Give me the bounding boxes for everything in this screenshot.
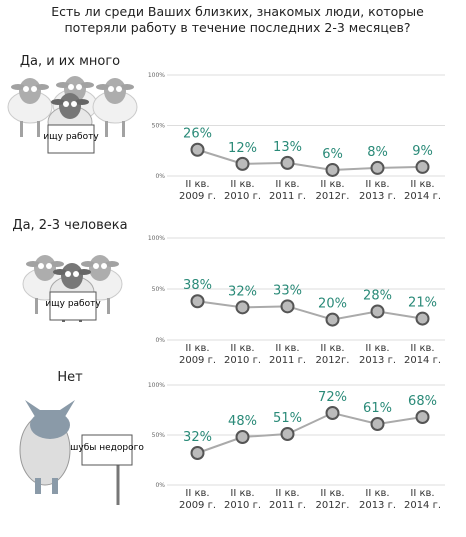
point xyxy=(325,312,340,327)
sign-text: шубы недорого xyxy=(70,443,144,453)
value-label: 72% xyxy=(318,390,347,405)
point xyxy=(370,160,385,175)
x-tick-label: II кв. 2011 г. xyxy=(268,179,307,202)
point xyxy=(415,159,430,174)
point xyxy=(235,430,250,444)
point xyxy=(325,406,340,420)
point xyxy=(370,304,385,319)
series-line xyxy=(197,148,423,171)
series-line xyxy=(197,411,423,454)
point xyxy=(190,142,205,157)
value-label: 6% xyxy=(322,147,343,162)
x-tick-label: II кв. 2010 г. xyxy=(223,343,262,366)
x-tick-label: II кв. 2009 г. xyxy=(178,179,217,202)
x-tick-label: II кв. 2014 г. xyxy=(403,343,442,366)
y-tick-label: 0% xyxy=(155,482,165,489)
value-label: 38% xyxy=(183,278,212,293)
point xyxy=(235,300,250,315)
y-tick-label: 0% xyxy=(155,337,165,344)
point xyxy=(235,156,250,171)
x-tick-label: II кв. 2013 г. xyxy=(358,179,397,202)
y-tick-label: 50% xyxy=(152,432,166,439)
value-label: 8% xyxy=(367,145,388,160)
value-label: 32% xyxy=(183,430,212,445)
y-tick-label: 50% xyxy=(152,123,166,130)
x-tick-label: II кв. 2013 г. xyxy=(358,343,397,366)
x-tick-label: II кв. 2012г. xyxy=(315,343,350,366)
y-tick-label: 100% xyxy=(148,235,165,242)
point xyxy=(415,410,430,424)
value-label: 68% xyxy=(408,394,437,409)
x-tick-label: II кв. 2010 г. xyxy=(223,488,262,511)
point xyxy=(370,417,385,431)
x-tick-label: II кв. 2014 г. xyxy=(403,179,442,202)
value-label: 20% xyxy=(318,297,347,312)
point xyxy=(415,311,430,326)
value-label: 51% xyxy=(273,411,302,426)
series-line xyxy=(197,300,423,321)
value-label: 12% xyxy=(228,141,257,156)
y-tick-label: 100% xyxy=(148,382,165,389)
x-tick-label: II кв. 2009 г. xyxy=(178,343,217,366)
sign xyxy=(49,291,97,321)
point xyxy=(190,294,205,309)
x-tick-label: II кв. 2013 г. xyxy=(358,488,397,511)
wolf-illustration xyxy=(19,400,120,505)
sign-text: ищу работу xyxy=(45,299,101,309)
sign-text: ищу работу xyxy=(43,132,99,142)
title: Есть ли среди Ваших близких, знакомых лю… xyxy=(51,4,424,35)
y-tick-label: 0% xyxy=(155,173,165,180)
value-label: 61% xyxy=(363,401,392,416)
point xyxy=(280,427,295,441)
sign xyxy=(81,434,133,466)
value-label: 48% xyxy=(228,414,257,429)
value-label: 21% xyxy=(408,296,437,311)
x-tick-label: II кв. 2011 г. xyxy=(268,343,307,366)
x-tick-label: II кв. 2009 г. xyxy=(178,488,217,511)
panel-label: Да, 2-3 человека xyxy=(12,218,127,233)
value-label: 28% xyxy=(363,288,392,303)
point xyxy=(190,446,205,460)
value-label: 33% xyxy=(273,283,302,298)
point xyxy=(280,299,295,314)
y-tick-label: 50% xyxy=(152,286,166,293)
value-label: 13% xyxy=(273,140,302,155)
panel-label: Да, и их много xyxy=(20,54,120,69)
value-label: 32% xyxy=(228,284,257,299)
sign xyxy=(47,124,95,154)
value-label: 9% xyxy=(412,144,433,159)
y-tick-label: 100% xyxy=(148,72,165,79)
value-label: 26% xyxy=(183,127,212,142)
point xyxy=(280,155,295,170)
x-tick-label: II кв. 2012г. xyxy=(315,488,350,511)
point xyxy=(325,162,340,177)
x-tick-label: II кв. 2010 г. xyxy=(223,179,262,202)
x-tick-label: II кв. 2014 г. xyxy=(403,488,442,511)
x-tick-label: II кв. 2011 г. xyxy=(268,488,307,511)
x-tick-label: II кв. 2012г. xyxy=(315,179,350,202)
panel-label: Нет xyxy=(57,370,83,385)
